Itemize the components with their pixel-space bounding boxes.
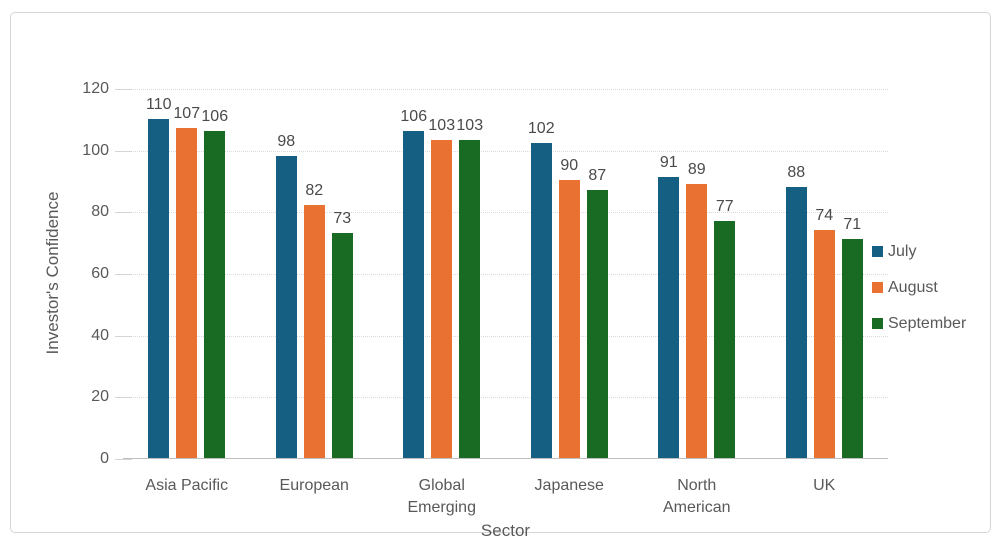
y-tick-label: 120 xyxy=(82,80,109,97)
bar-july-global-emerging: 106 xyxy=(400,108,427,458)
legend-color-swatch xyxy=(872,246,883,257)
y-tick-label: 0 xyxy=(100,450,109,467)
bar-value-label: 110 xyxy=(145,96,172,113)
y-tick-label: 20 xyxy=(91,388,109,406)
gridline xyxy=(123,212,888,214)
chart-figure: Investor's Confidence 110 107 106 98 82 73 106… xyxy=(10,12,991,540)
bar-group-uk: 88 74 71 xyxy=(761,89,889,458)
x-category-label-uk: UK xyxy=(813,477,836,494)
gridline xyxy=(123,150,888,152)
legend-color-swatch xyxy=(872,318,883,329)
bar-group-japanese: 102 90 87 xyxy=(506,89,634,458)
y-tick-label: 80 xyxy=(91,203,109,221)
bar-august-european: 82 xyxy=(303,182,325,458)
bar-value-label: 107 xyxy=(173,105,201,122)
bar-value-label: 89 xyxy=(687,161,706,178)
legend: July August September xyxy=(872,241,966,334)
legend-item-august: August xyxy=(872,277,966,298)
bar-august-asia-pacific: 107 xyxy=(173,105,200,458)
bar-july-asia-pacific: 110 xyxy=(146,96,172,458)
legend-color-swatch xyxy=(872,282,883,293)
gridline xyxy=(123,89,888,90)
bar-july-european: 98 xyxy=(275,133,297,458)
gridline xyxy=(123,335,888,337)
y-tick-label: 40 xyxy=(91,326,109,344)
bar-group-asia-pacific: 110 107 106 xyxy=(123,89,251,458)
bar-september-european: 73 xyxy=(331,210,353,458)
y-tick-label: 60 xyxy=(91,265,109,282)
bar-august-uk: 74 xyxy=(813,207,835,458)
legend-label: September xyxy=(888,314,967,332)
bar-september-japanese: 87 xyxy=(586,167,608,458)
bar-september-asia-pacific: 106 xyxy=(201,108,228,458)
legend-item-september: September xyxy=(872,313,966,334)
gridline xyxy=(123,274,888,275)
bar-group-global-emerging: 106 103 103 xyxy=(378,89,506,458)
y-axis-tick xyxy=(115,150,132,152)
bar-value-label: 98 xyxy=(277,133,296,150)
x-category-label-global-emerging: Global Emerging xyxy=(407,477,476,516)
y-axis-tick xyxy=(115,335,132,337)
legend-item-july: July xyxy=(872,241,966,262)
bar-value-label: 103 xyxy=(456,117,484,134)
bar-value-label: 71 xyxy=(843,216,862,233)
bar-september-north-american: 77 xyxy=(714,198,736,458)
bar-value-label: 106 xyxy=(400,108,428,125)
y-axis-tick xyxy=(115,212,132,214)
x-axis-title: Sector xyxy=(480,521,531,540)
bar-september-uk: 71 xyxy=(841,216,863,458)
y-axis-tick xyxy=(115,397,132,399)
bar-value-label: 106 xyxy=(201,108,229,125)
bar-value-label: 82 xyxy=(305,182,324,199)
bar-august-global-emerging: 103 xyxy=(428,117,455,458)
bar-value-label: 73 xyxy=(333,210,352,227)
bar-july-japanese: 102 xyxy=(528,120,555,458)
bar-value-label: 74 xyxy=(815,207,834,224)
bar-value-label: 91 xyxy=(659,154,678,171)
bar-july-north-american: 91 xyxy=(658,154,680,458)
bar-august-japanese: 90 xyxy=(558,157,580,458)
y-axis-tick xyxy=(115,459,132,460)
bar-value-label: 103 xyxy=(428,117,456,134)
gridline xyxy=(123,397,888,399)
bar-group-european: 98 82 73 xyxy=(251,89,379,458)
legend-label: August xyxy=(888,278,938,296)
bar-value-label: 102 xyxy=(527,120,555,137)
y-axis-tick xyxy=(115,274,132,275)
x-category-label-asia-pacific: Asia Pacific xyxy=(145,477,229,494)
bar-value-label: 87 xyxy=(588,167,607,184)
x-category-label-north-american: North American xyxy=(662,477,731,516)
legend-label: July xyxy=(888,242,917,260)
bar-group-north-american: 91 89 77 xyxy=(633,89,761,458)
bar-september-global-emerging: 103 xyxy=(456,117,483,458)
x-category-label-european: European xyxy=(279,477,349,494)
bar-july-uk: 88 xyxy=(785,164,807,458)
y-axis-tick xyxy=(115,89,132,90)
bar-value-label: 77 xyxy=(715,198,734,215)
bar-value-label: 90 xyxy=(560,157,579,174)
bar-value-label: 88 xyxy=(787,164,806,181)
x-category-label-japanese: Japanese xyxy=(534,477,604,494)
bar-august-north-american: 89 xyxy=(686,161,708,458)
plot-area: 110 107 106 98 82 73 106 103 103 102 90 87 91 89 77 88 7… xyxy=(115,89,889,460)
y-tick-label: 100 xyxy=(82,141,109,159)
